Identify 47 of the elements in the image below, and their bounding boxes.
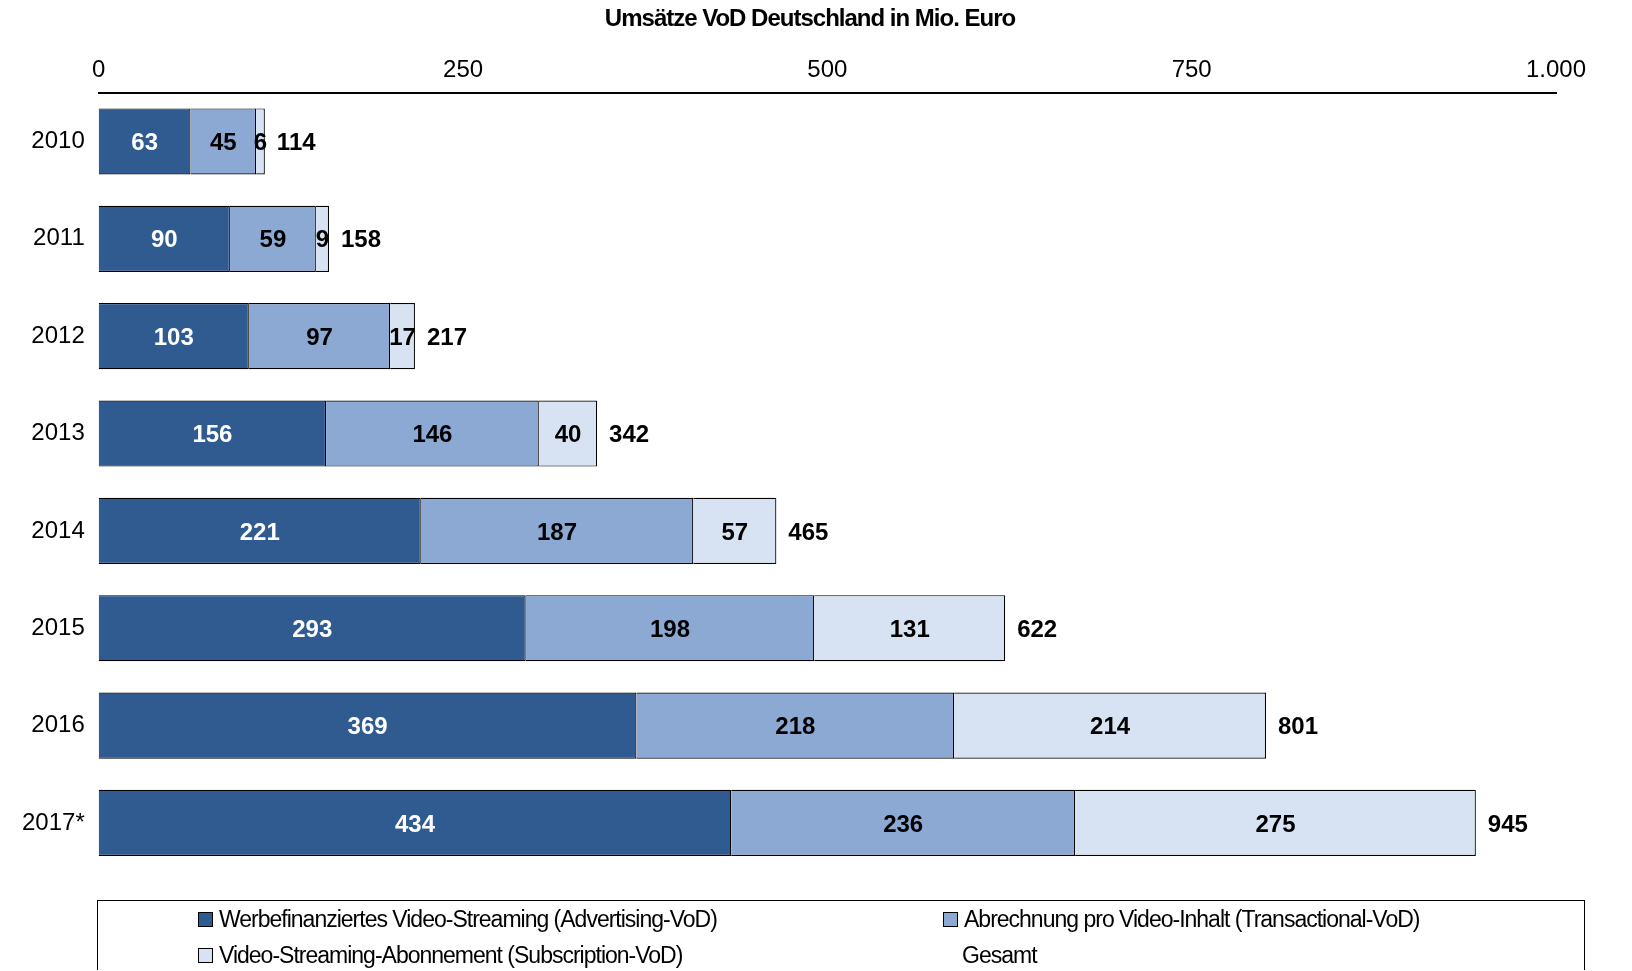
y-tick-label: 2015 [31,612,85,640]
y-tick-label: 2010 [31,126,85,154]
total-label: 217 [426,322,467,350]
data-label: 218 [775,712,816,740]
data-label: 131 [889,614,930,642]
data-label: 45 [209,128,237,156]
data-label: 369 [347,712,388,740]
x-tick-label: 250 [443,55,484,83]
data-label: 198 [649,614,690,642]
total-label: 158 [340,225,382,253]
x-tick-label: 0 [92,55,106,83]
y-tick-label: 2014 [31,515,85,543]
data-label: 40 [554,420,582,448]
data-label: 146 [412,420,453,448]
total-label: 465 [788,517,829,545]
data-label: 275 [1255,809,1296,837]
total-label: 801 [1278,712,1319,740]
legend-label: Video-Streaming-Abonnement (Subscription-VoD) [219,942,683,970]
total-label: 622 [1017,614,1058,642]
x-tick-label: 1.000 [1525,55,1587,83]
data-label: 293 [292,614,333,642]
data-label: 221 [239,517,280,545]
y-tick-label: 2016 [31,710,85,738]
data-label: 63 [131,128,158,156]
total-label: 342 [609,420,650,448]
total-label: 114 [276,128,317,156]
data-label: 214 [1090,712,1131,740]
y-tick-label: 2011 [33,223,85,251]
x-tick-label: 500 [807,55,848,83]
legend-label: Werbefinanziertes Video-Streaming (Advertising-VoD) [219,905,717,933]
data-label: 97 [306,322,333,350]
data-label: 90 [150,225,178,253]
chart-title: Umsätze VoD Deutschland in Mio. Euro [603,4,1017,32]
data-label: 236 [883,809,924,837]
data-label: 103 [153,322,194,350]
data-label: 434 [394,809,436,837]
x-tick-label: 750 [1171,55,1212,83]
data-label: 156 [192,420,233,448]
y-tick-label: 2013 [31,418,85,446]
data-label: 57 [721,517,749,545]
legend-label: Abrechnung pro Video-Inhalt (Transactional-VoD) [964,905,1420,933]
y-tick-label: 2012 [31,320,85,348]
total-label: 945 [1487,809,1528,837]
data-label: 59 [259,225,287,253]
text: Gesamt [961,941,1039,970]
data-label: 187 [537,517,578,545]
y-tick-label: 2017* [22,807,85,835]
